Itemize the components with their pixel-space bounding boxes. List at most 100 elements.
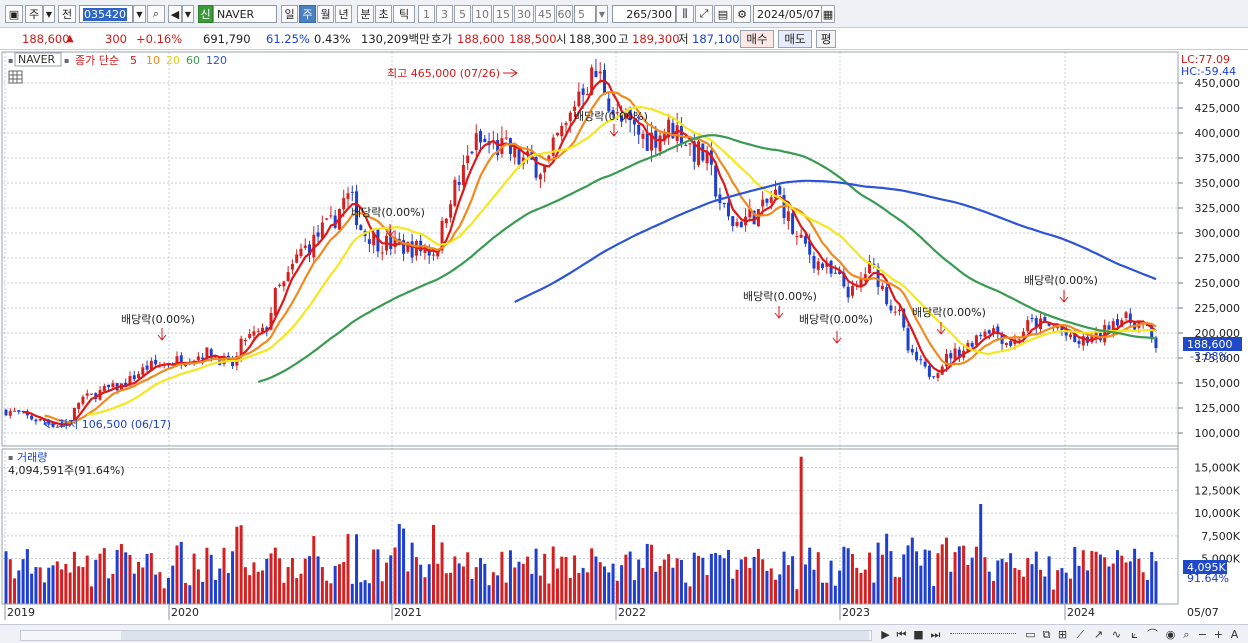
volume-bar	[1021, 576, 1025, 604]
stock-name-field[interactable]: NAVER	[213, 5, 277, 23]
draw-tool-icon[interactable]: ⤢	[695, 5, 713, 23]
period-second[interactable]: 초	[375, 5, 392, 23]
step-back-icon[interactable]: ⏮	[896, 628, 907, 641]
x-axis-label: 2020	[171, 606, 199, 619]
minimize-panel-icon[interactable]: ▭	[1025, 628, 1036, 641]
volume-bar	[692, 552, 696, 604]
interval-15[interactable]: 15	[493, 5, 513, 23]
candle-type-icon[interactable]: ⫼	[676, 5, 694, 23]
save-icon[interactable]: ▤	[714, 5, 732, 23]
lowest-label: 최저 106,500 (06/17)	[58, 418, 171, 431]
text-size-icon[interactable]: A	[1230, 628, 1239, 641]
candle-body	[838, 271, 842, 274]
type-dropdown-icon[interactable]: ▼	[43, 5, 55, 23]
volume-tag-box	[1183, 560, 1227, 574]
dividend-label: 배당락(0.00%)	[121, 313, 195, 326]
candle-body	[637, 124, 641, 135]
search-icon[interactable]: ⌕	[147, 5, 165, 23]
draw-fan-icon[interactable]: ⟀	[1131, 628, 1138, 641]
volume-bar	[77, 566, 81, 604]
trend-line-icon[interactable]: ⟋	[1076, 628, 1085, 641]
period-week[interactable]: 주	[299, 5, 316, 23]
volume-bar	[128, 554, 132, 604]
period-day[interactable]: 일	[281, 5, 298, 23]
speaker-dropdown-icon[interactable]: ▼	[182, 5, 194, 23]
table-icon[interactable]	[8, 70, 23, 84]
price-axis-label: 425,000	[1195, 102, 1241, 115]
interval-dropdown-icon[interactable]: ▼	[596, 5, 608, 23]
candle-body	[1060, 325, 1064, 331]
type-button[interactable]: 주	[25, 5, 43, 23]
sell-button[interactable]: 매도	[778, 30, 812, 48]
step-forward-icon[interactable]: ⏭	[930, 628, 941, 641]
scroll-thumb[interactable]	[121, 631, 869, 640]
candle-body	[107, 384, 111, 388]
play-forward-icon[interactable]: ▶	[881, 628, 890, 641]
code-dropdown-icon[interactable]: ▼	[133, 5, 146, 23]
volume-bar	[821, 582, 825, 604]
volume-bar	[410, 542, 414, 604]
price-chart[interactable]: 최고 465,000 (07/26) 최저 106,500 (06/17) 배당락(…	[0, 50, 1248, 624]
volume-bar	[1039, 569, 1043, 604]
volume-bar	[380, 581, 384, 604]
interval-10[interactable]: 10	[472, 5, 492, 23]
volume-bar	[1034, 551, 1038, 604]
stop-icon[interactable]: ■	[913, 628, 924, 641]
speed-slider[interactable]	[950, 633, 1016, 637]
camera-icon[interactable]: ◉	[1165, 628, 1176, 641]
code-input[interactable]: 035420	[79, 5, 133, 23]
candle-body	[923, 361, 927, 367]
price-axis: 450,000 425,000 400,000 375,000 350,000 325,0…	[1178, 77, 1240, 440]
candle-body	[825, 262, 829, 267]
candle-body	[833, 272, 837, 274]
scroll-track[interactable]	[20, 630, 872, 641]
zoom-in-icon[interactable]: +	[1213, 628, 1224, 641]
volume-bar	[42, 582, 46, 604]
interval-1[interactable]: 1	[418, 5, 435, 23]
period-year[interactable]: 년	[335, 5, 352, 23]
speaker-icon[interactable]: ◀	[168, 5, 182, 23]
period-tick[interactable]: 틱	[393, 5, 415, 23]
layout-icon[interactable]: ▣	[5, 5, 23, 23]
volume-bar	[803, 564, 807, 604]
interval-3[interactable]: 3	[436, 5, 453, 23]
volume-bar	[624, 554, 628, 604]
zoom-out-icon[interactable]: −	[1197, 628, 1208, 641]
interval-30[interactable]: 30	[514, 5, 534, 23]
volume-bar	[551, 546, 555, 604]
interval-select[interactable]: 5	[574, 5, 596, 23]
draw-wave-icon[interactable]: ∿	[1111, 628, 1122, 641]
volume-bar	[149, 553, 153, 604]
calendar-icon[interactable]: ▦	[821, 5, 835, 23]
volume-bar	[543, 553, 547, 604]
volume-bar	[295, 578, 299, 604]
candle-body	[859, 278, 863, 287]
interval-45[interactable]: 45	[535, 5, 555, 23]
bid-price-2: 188,500	[509, 32, 557, 46]
candle-body	[611, 110, 615, 115]
gear-icon[interactable]: ⚙	[733, 5, 751, 23]
buy-button[interactable]: 매수	[740, 30, 774, 48]
volume-bar	[645, 543, 649, 604]
volume-bar	[555, 568, 559, 604]
volume-bullet-icon: ▪	[8, 453, 13, 462]
volume-bar	[791, 556, 795, 604]
period-month[interactable]: 월	[317, 5, 334, 23]
count-field[interactable]: 265/300	[612, 5, 676, 23]
candle-body	[13, 410, 17, 412]
panel-layout-icon[interactable]: ⊞	[1057, 628, 1068, 641]
candle-body	[483, 138, 487, 143]
zoom-icon[interactable]: ⌕	[1183, 628, 1190, 641]
volume-bar	[273, 547, 277, 604]
period-minute[interactable]: 분	[357, 5, 374, 23]
interval-60[interactable]: 60	[556, 5, 573, 23]
split-panel-icon[interactable]: ⧉	[1042, 628, 1051, 641]
interval-5[interactable]: 5	[454, 5, 471, 23]
prev-button[interactable]: 전	[58, 5, 76, 23]
volume-bar	[487, 585, 491, 604]
draw-curve-icon[interactable]: ⌒	[1147, 628, 1158, 641]
draw-arrow-icon[interactable]: ↗	[1093, 628, 1104, 641]
eval-button[interactable]: 평	[816, 30, 836, 48]
date-input[interactable]: 2024/05/07	[753, 5, 823, 23]
volume-bar	[987, 571, 991, 604]
